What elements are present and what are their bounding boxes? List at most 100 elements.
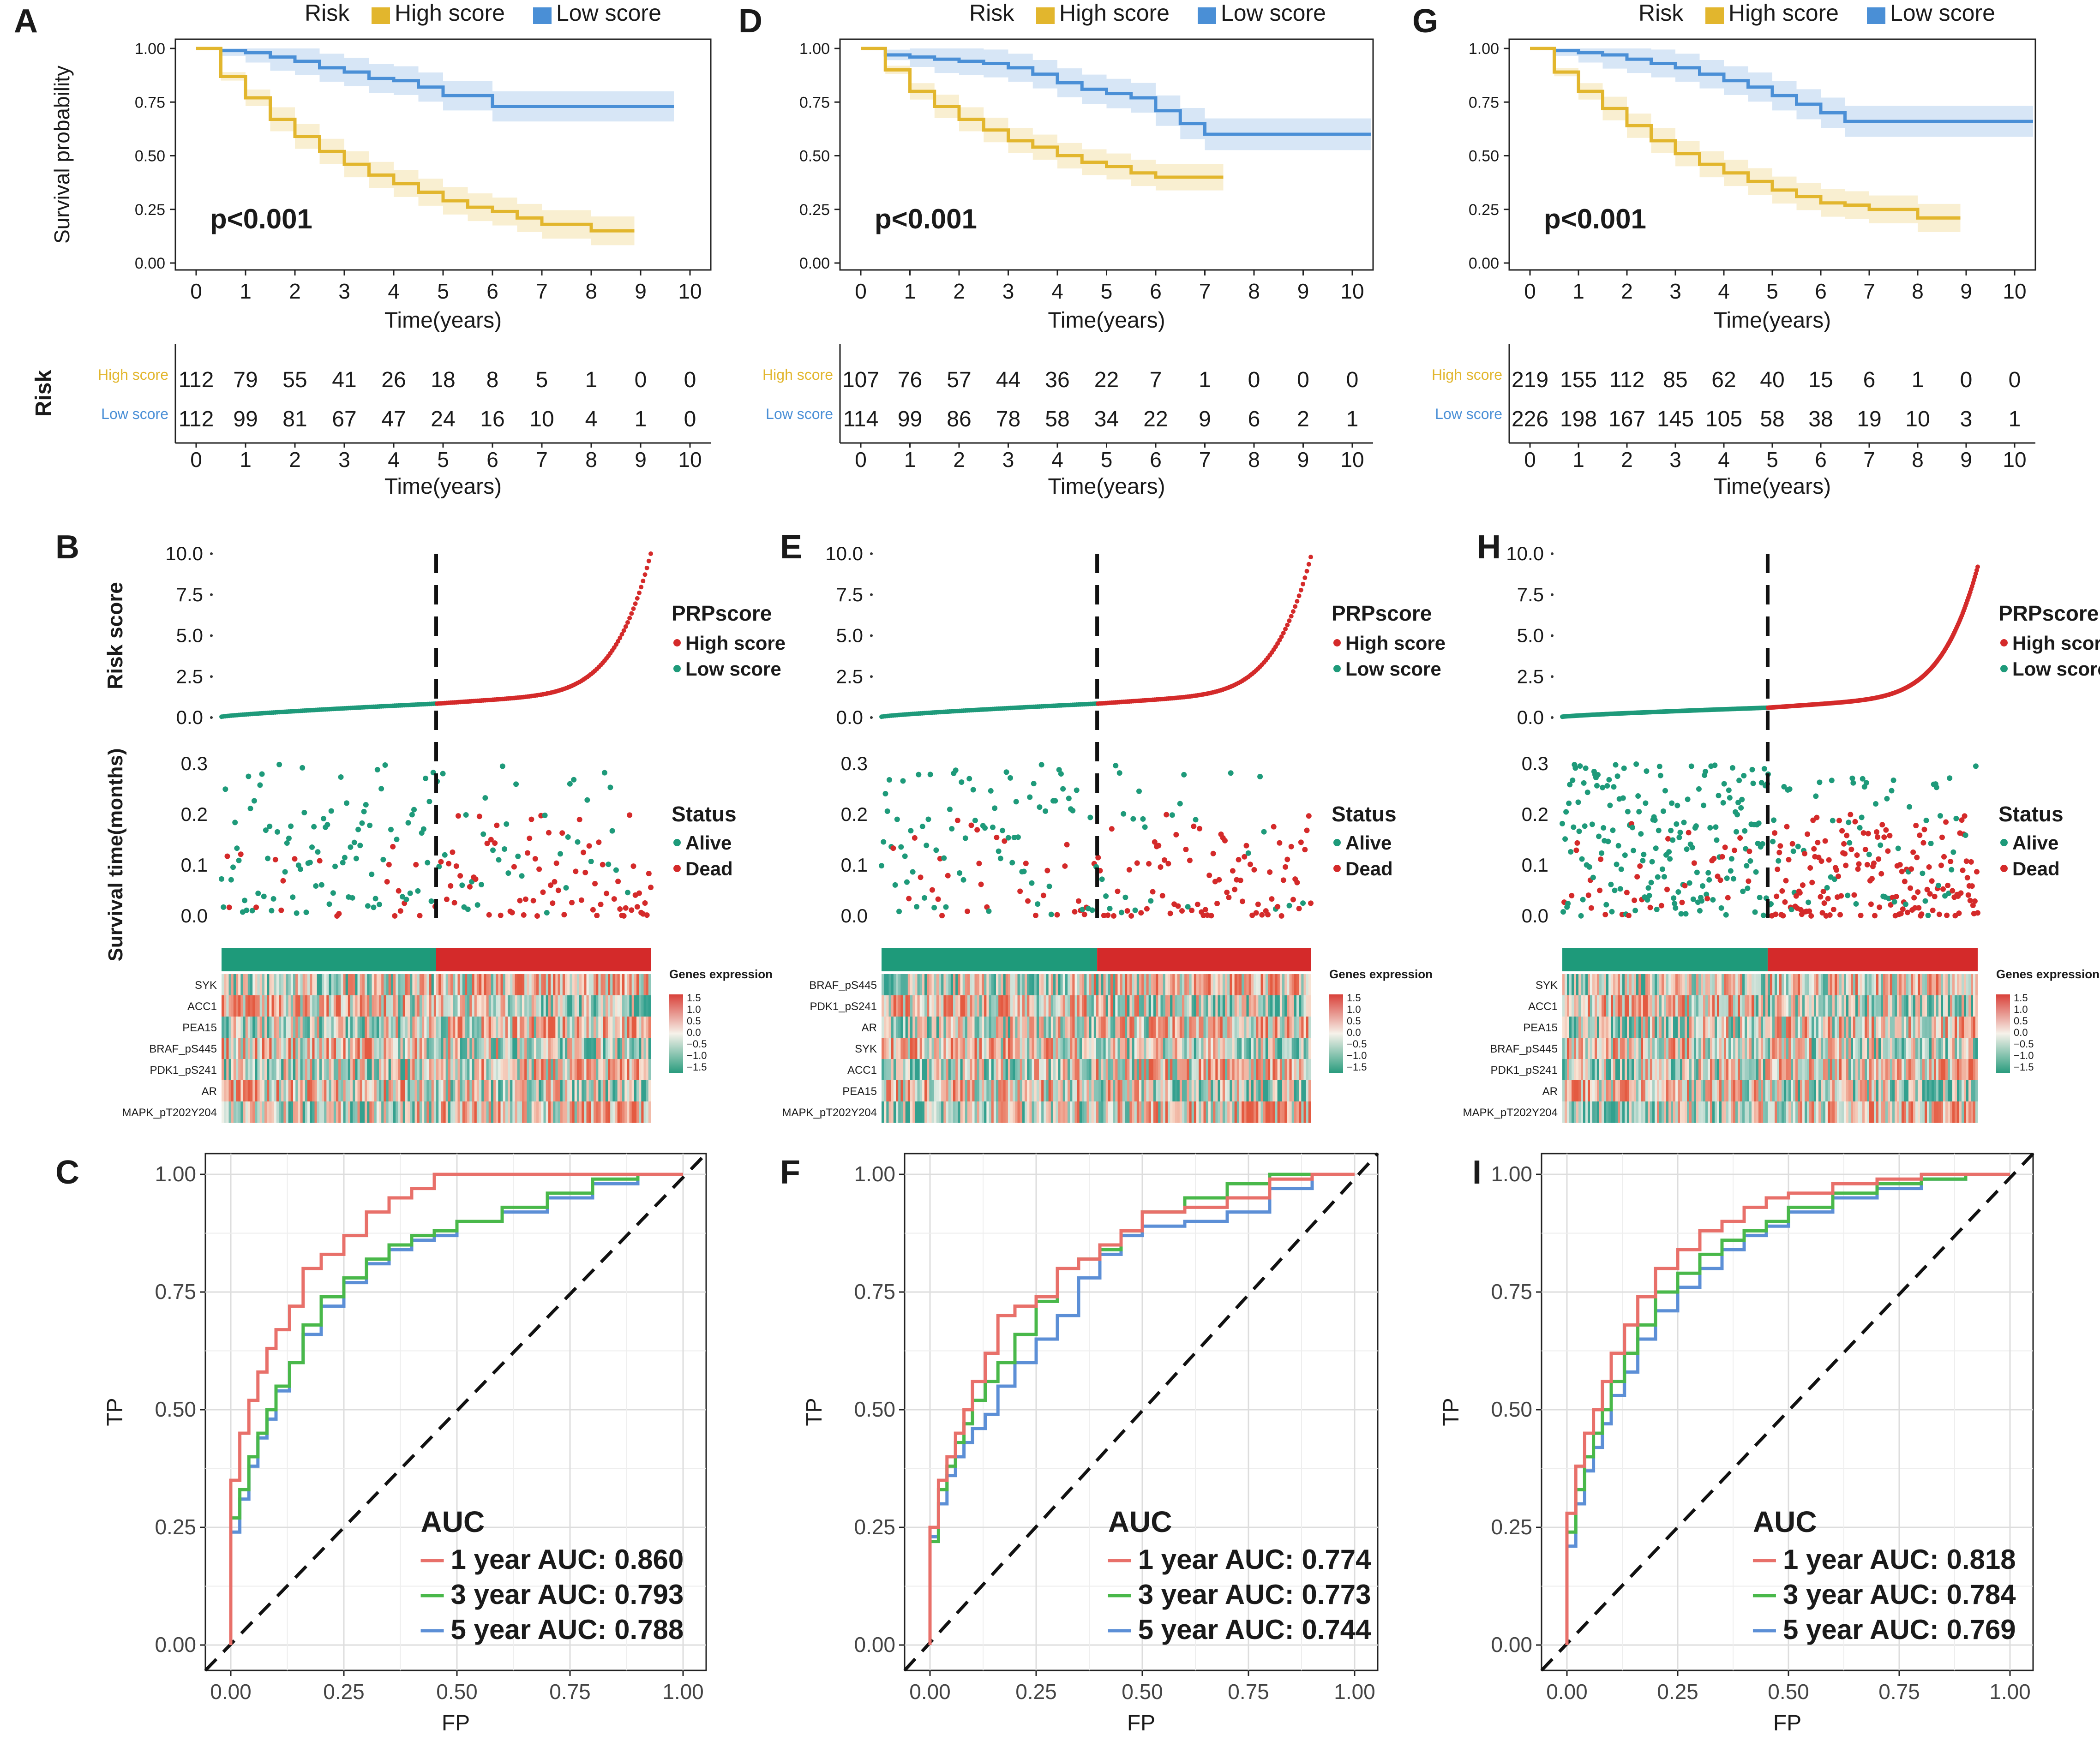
heatmap-cell bbox=[1296, 1101, 1299, 1123]
heatmap-cell bbox=[1117, 1080, 1121, 1102]
heatmap-cell bbox=[1308, 1080, 1311, 1102]
surv-point-alive bbox=[474, 902, 480, 908]
risk-table-row-name: Low score bbox=[1435, 406, 1502, 422]
heatmap-cell bbox=[362, 995, 365, 1017]
heatmap-cell bbox=[1206, 1017, 1209, 1038]
heatmap-cell bbox=[331, 1080, 334, 1102]
heatmap-cell bbox=[546, 995, 549, 1017]
surv-point-alive bbox=[988, 788, 994, 794]
surv-point-alive bbox=[970, 787, 976, 793]
heatmap-cell bbox=[317, 995, 320, 1017]
risk-table-cell: 1 bbox=[1199, 368, 1211, 392]
risk-point bbox=[616, 639, 621, 644]
heatmap-cell bbox=[333, 1017, 336, 1038]
surv-point-alive bbox=[601, 770, 607, 776]
risk-point bbox=[631, 606, 636, 611]
surv-point-dead bbox=[1126, 867, 1132, 873]
heatmap-cell bbox=[441, 1038, 444, 1059]
heatmap-cell bbox=[1077, 1059, 1080, 1081]
surv-point-alive bbox=[1646, 892, 1652, 898]
surv-point-dead bbox=[1877, 904, 1883, 910]
heatmap-cell bbox=[1196, 1038, 1199, 1059]
surv-point-dead bbox=[1950, 888, 1956, 894]
heatmap-cell bbox=[907, 974, 911, 996]
heatmap-cell bbox=[379, 1059, 382, 1081]
heatmap-cell bbox=[281, 974, 284, 996]
heatmap-cell bbox=[436, 995, 439, 1017]
heatmap-cell bbox=[1225, 1038, 1228, 1059]
surv-point-alive bbox=[1113, 763, 1119, 769]
heatmap-cell bbox=[984, 1059, 987, 1081]
heatmap-cell bbox=[1144, 1101, 1147, 1123]
heatmap-cell bbox=[222, 1017, 224, 1038]
heatmap-cell bbox=[1103, 995, 1106, 1017]
heatmap-cell bbox=[929, 1059, 932, 1081]
surv-point-alive bbox=[1757, 895, 1763, 901]
surv-point-alive bbox=[1621, 765, 1627, 771]
heatmap-cell bbox=[1821, 974, 1824, 996]
heatmap-cell bbox=[1117, 1059, 1121, 1081]
heatmap-cell bbox=[1120, 1101, 1123, 1123]
heatmap-cell bbox=[276, 1101, 279, 1123]
heatmap-cell bbox=[588, 1080, 592, 1102]
heatmap-cell bbox=[1105, 995, 1109, 1017]
heatmap-cell bbox=[998, 974, 1001, 996]
heatmap-cell bbox=[1117, 1038, 1121, 1059]
heatmap-cell bbox=[1263, 1017, 1266, 1038]
heatmap-cell bbox=[596, 974, 599, 996]
heatmap-cell bbox=[946, 995, 949, 1017]
surv-point-alive bbox=[1600, 784, 1606, 790]
heatmap-cell bbox=[457, 1059, 461, 1081]
heatmap-cell bbox=[603, 1059, 606, 1081]
heatmap-cell bbox=[605, 1080, 608, 1102]
heatmap-cell bbox=[1168, 1017, 1170, 1038]
heatmap-cell bbox=[615, 1080, 618, 1102]
heatmap-cell bbox=[1027, 1017, 1030, 1038]
heatmap-cell bbox=[950, 1038, 954, 1059]
heatmap-cell bbox=[574, 1080, 577, 1102]
surv-point-alive bbox=[1703, 768, 1709, 774]
risk-table-cell: 0 bbox=[635, 368, 647, 392]
surv-ytick-label: 0.3 bbox=[1522, 753, 1548, 774]
surv-point-alive bbox=[1710, 897, 1716, 903]
heatmap-cell bbox=[317, 1101, 320, 1123]
surv-point-alive bbox=[1672, 901, 1678, 907]
heatmap-cell bbox=[491, 1101, 494, 1123]
heatmap-cell bbox=[927, 1017, 930, 1038]
heatmap-cell bbox=[1079, 1080, 1082, 1102]
heatmap-cell bbox=[1098, 974, 1101, 996]
risk-table-cell: 22 bbox=[1143, 407, 1168, 431]
heatmap-cell bbox=[1168, 1038, 1170, 1059]
surv-point-alive bbox=[571, 777, 577, 783]
heatmap-cell bbox=[1222, 1080, 1225, 1102]
km-xtick-label: 6 bbox=[1815, 279, 1827, 303]
heatmap-cell bbox=[322, 974, 324, 996]
heatmap-cell bbox=[522, 1059, 525, 1081]
heatmap-cell bbox=[541, 1038, 544, 1059]
heatmap-cell bbox=[1865, 974, 1867, 996]
heatmap-cell bbox=[271, 1038, 275, 1059]
heatmap-cell bbox=[279, 1038, 282, 1059]
heatmap-cell bbox=[398, 995, 401, 1017]
surv-point-dead bbox=[486, 912, 492, 918]
heatmap-cell bbox=[1056, 974, 1058, 996]
heatmap-cell bbox=[376, 1101, 379, 1123]
heatmap-cell bbox=[1060, 974, 1063, 996]
heatmap-cell bbox=[279, 1101, 282, 1123]
heatmap-cell bbox=[357, 995, 360, 1017]
heatmap-cell bbox=[379, 1080, 382, 1102]
risk-legend-dot-low bbox=[673, 665, 681, 672]
heatmap-cell bbox=[534, 1080, 537, 1102]
heatmap-cell bbox=[350, 974, 353, 996]
surv-point-alive bbox=[376, 902, 382, 908]
heatmap-cell bbox=[596, 1038, 599, 1059]
surv-point-dead bbox=[1647, 904, 1653, 910]
heatmap-cell bbox=[1608, 974, 1611, 996]
heatmap-cell bbox=[341, 1038, 344, 1059]
heatmap-cell bbox=[1125, 1059, 1128, 1081]
surv-point-alive bbox=[267, 823, 273, 829]
surv-point-dead bbox=[1240, 898, 1246, 904]
heatmap-cell bbox=[1239, 1059, 1242, 1081]
heatmap-cell bbox=[1289, 1080, 1292, 1102]
heatmap-cell bbox=[536, 1059, 539, 1081]
